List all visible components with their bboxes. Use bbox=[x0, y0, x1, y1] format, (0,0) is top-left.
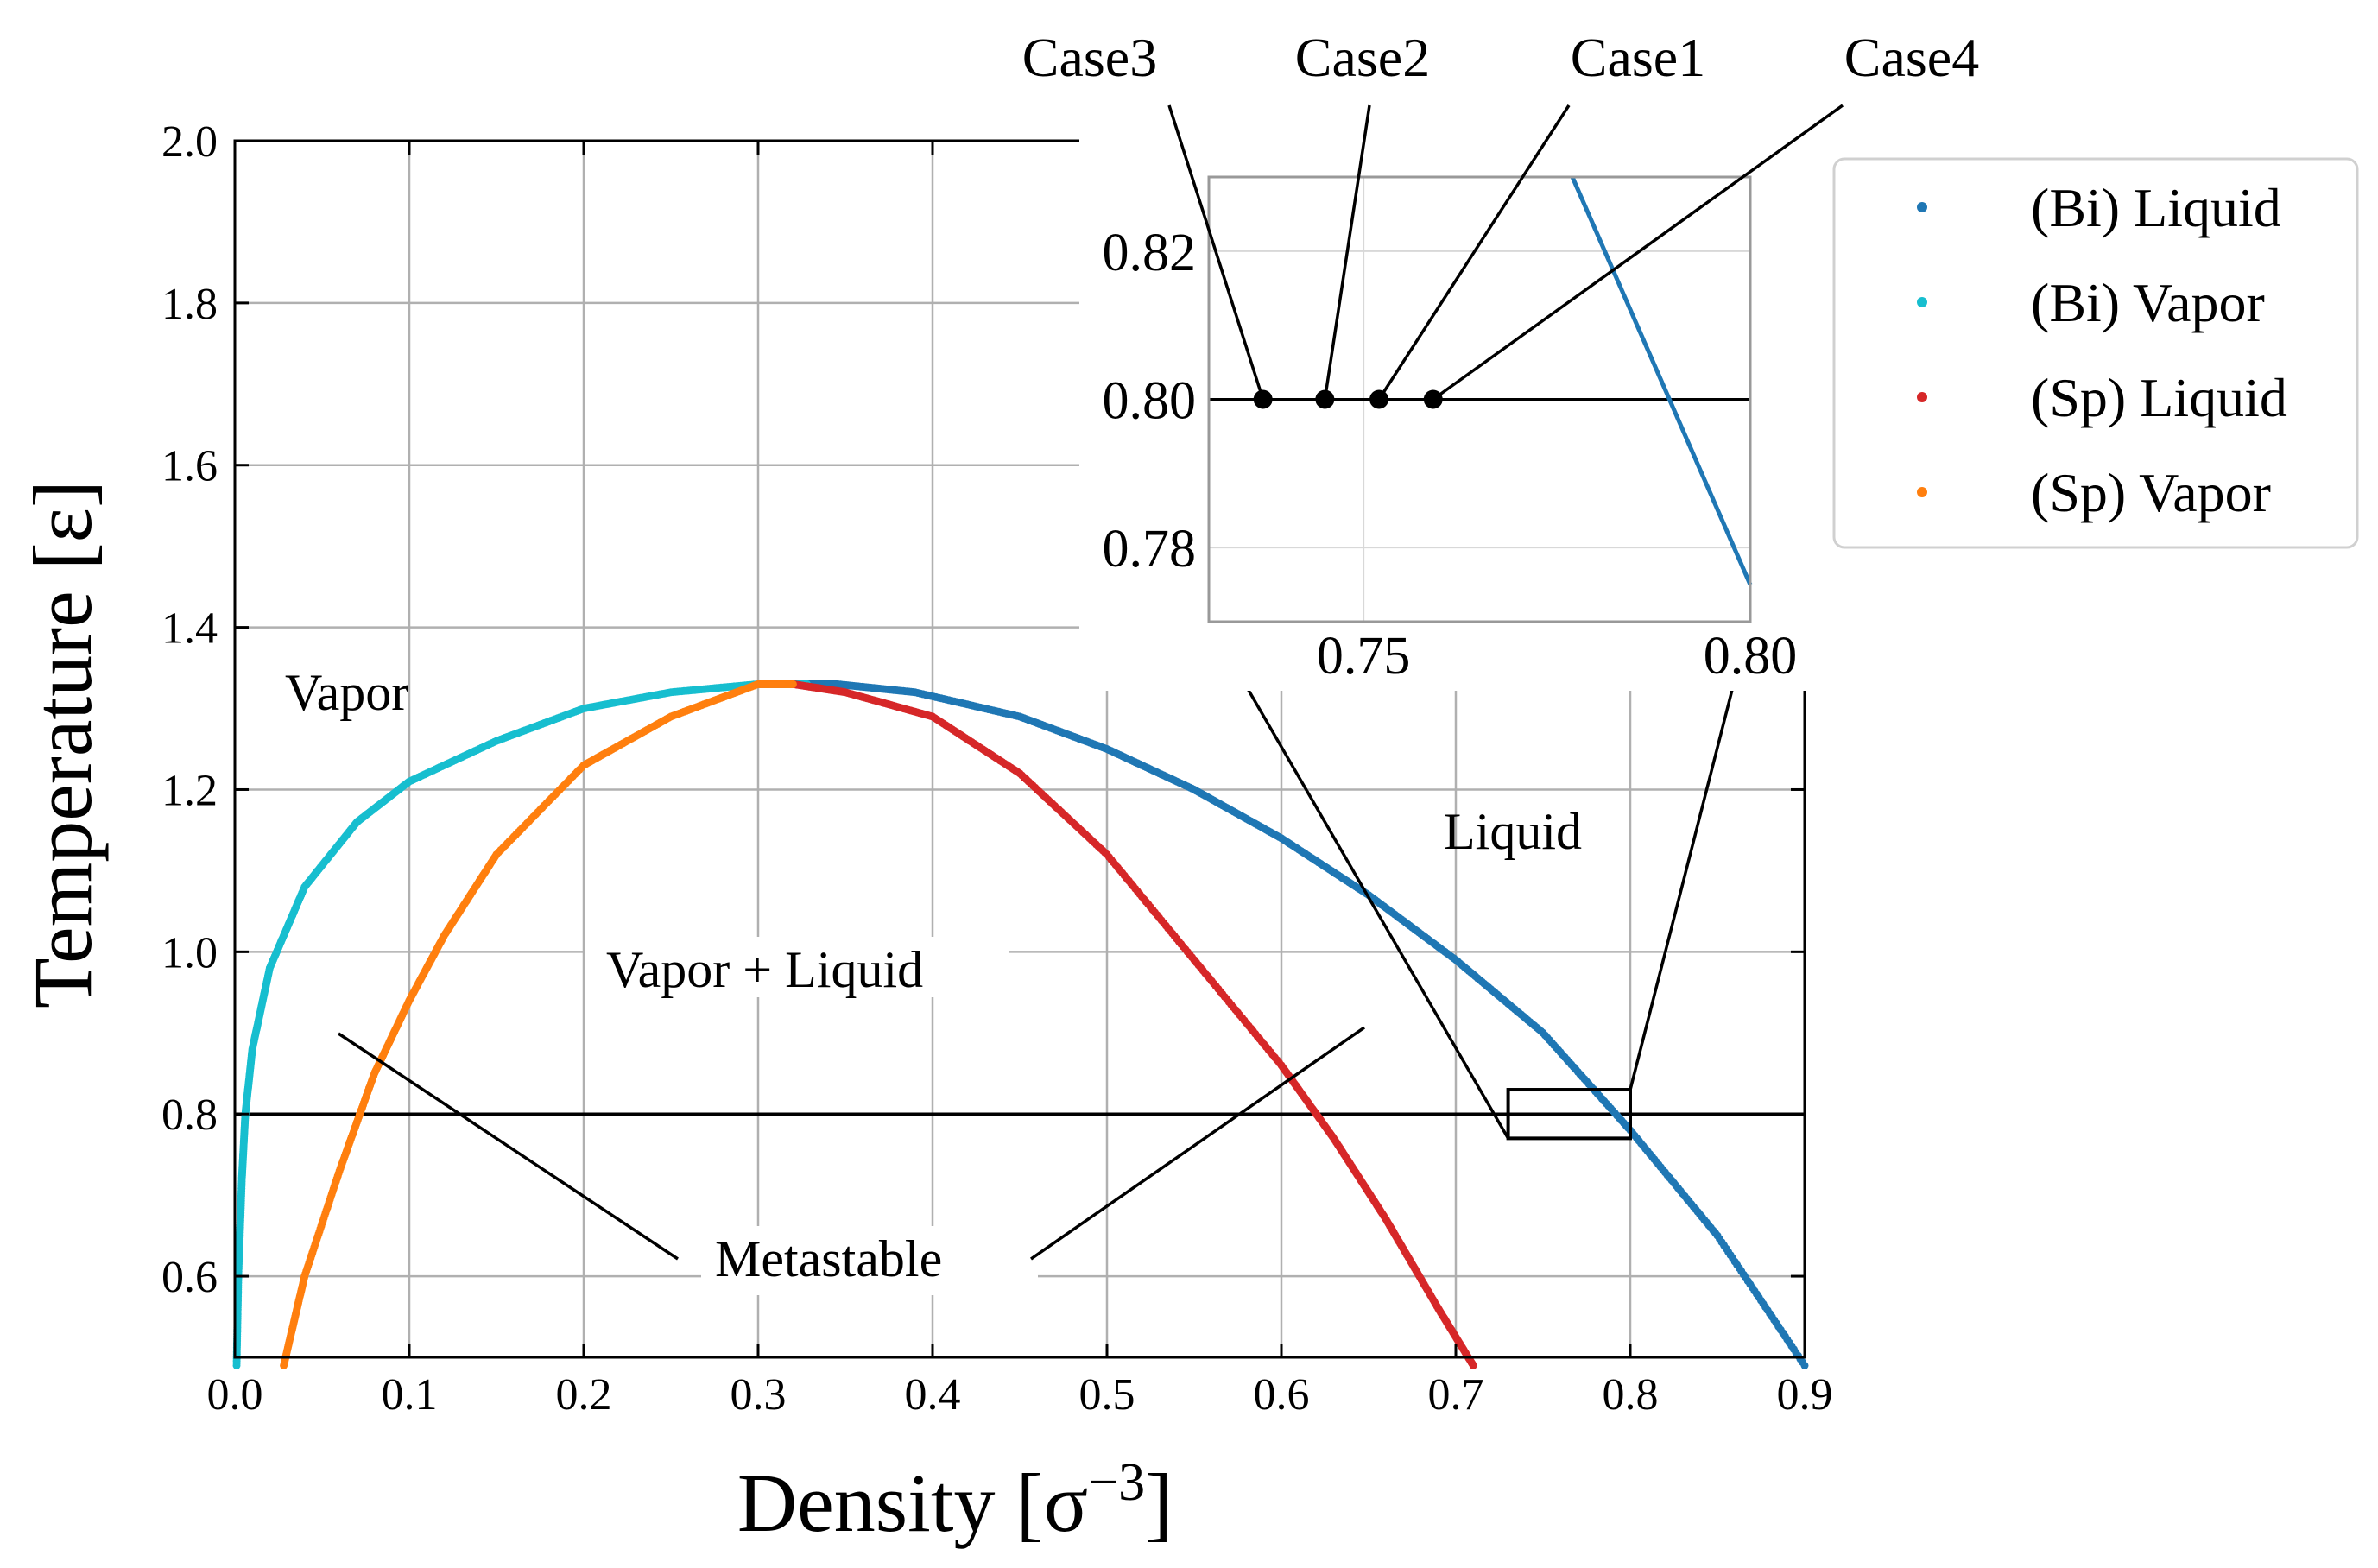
x-tick-label: 0.3 bbox=[730, 1370, 787, 1419]
legend: (Bi) Liquid (Bi) Vapor (Sp) Liquid (Sp) Vap… bbox=[1917, 177, 2287, 523]
zoom-connector-lines bbox=[1207, 621, 1735, 1140]
x-tick-label: 0.8 bbox=[1603, 1370, 1659, 1419]
case-pointer-lines bbox=[1167, 104, 1844, 401]
inset-xtick-labels: 0.75 0.80 bbox=[1317, 627, 1797, 686]
y-tick-label: 1.2 bbox=[161, 766, 218, 815]
zoom-connector-right bbox=[1629, 686, 1735, 1091]
zoom-connector-left bbox=[1207, 621, 1510, 1140]
legend-label: (Bi) Liquid bbox=[2031, 177, 2281, 238]
data-point bbox=[1469, 1361, 1477, 1369]
main-series-points bbox=[232, 680, 1809, 1369]
x-tick-label: 0.4 bbox=[905, 1370, 961, 1419]
metastable-pointer-left bbox=[338, 1032, 679, 1261]
y-tick-label: 1.0 bbox=[161, 928, 218, 977]
y-tick-label: 1.8 bbox=[161, 280, 218, 329]
case-label: Case2 bbox=[1295, 27, 1430, 88]
case-labels: Case3 Case2 Case1 Case4 bbox=[1022, 27, 1979, 88]
series-bi-vapor bbox=[232, 680, 812, 1369]
legend-marker bbox=[1917, 297, 1927, 307]
y-axis-label: Temperature [ε] bbox=[16, 480, 109, 1008]
data-point bbox=[788, 680, 797, 688]
annotation-metastable: Metastable bbox=[715, 1230, 942, 1287]
inset-plot-frame bbox=[1207, 175, 1752, 623]
main-xtick-labels: 0.0 0.1 0.2 0.3 0.4 0.5 0.6 0.7 0.8 0.9 bbox=[207, 1370, 1833, 1419]
inset-x-tick-label: 0.75 bbox=[1317, 627, 1411, 686]
legend-marker bbox=[1917, 487, 1927, 497]
zoom-box bbox=[1506, 1088, 1632, 1141]
annotation-metastable-bg bbox=[701, 1226, 1038, 1295]
case-point bbox=[1253, 389, 1273, 409]
annotation-vapor-liquid: Vapor + Liquid bbox=[606, 941, 923, 998]
legend-marker bbox=[1917, 392, 1927, 402]
series-sp-vapor bbox=[280, 680, 797, 1369]
case-point bbox=[1369, 389, 1389, 409]
x-tick-label: 0.2 bbox=[556, 1370, 612, 1419]
metastable-pointer-right bbox=[1030, 1026, 1365, 1261]
legend-label: (Sp) Vapor bbox=[2031, 462, 2271, 523]
case-label: Case4 bbox=[1844, 27, 1979, 88]
case-pointer-line bbox=[1167, 104, 1265, 401]
y-tick-label: 1.6 bbox=[161, 442, 218, 491]
x-tick-label: 0.0 bbox=[207, 1370, 263, 1419]
case-label: Case1 bbox=[1571, 27, 1705, 88]
annotation-vapor-liquid-bg bbox=[585, 937, 1009, 997]
legend-marker bbox=[1917, 202, 1927, 212]
inset-background bbox=[1079, 138, 1822, 691]
case-pointer-line bbox=[1432, 104, 1844, 401]
inset-y-tick-label: 0.82 bbox=[1103, 224, 1197, 282]
legend-box bbox=[1832, 157, 2359, 549]
y-tick-label: 0.8 bbox=[161, 1091, 218, 1140]
x-tick-label: 0.6 bbox=[1254, 1370, 1310, 1419]
metastable-pointer-lines bbox=[338, 1026, 1365, 1261]
inset-x-tick-label: 0.80 bbox=[1704, 627, 1798, 686]
y-tick-label: 1.4 bbox=[161, 604, 218, 654]
y-tick-label: 2.0 bbox=[161, 117, 218, 167]
inset-y-tick-label: 0.80 bbox=[1103, 372, 1197, 431]
main-ytick-labels: 0.6 0.8 1.0 1.2 1.4 1.6 1.8 2.0 bbox=[161, 117, 218, 1302]
case-pointer-line bbox=[1377, 104, 1571, 401]
main-plot-frame bbox=[233, 139, 1806, 1359]
x-tick-label: 0.7 bbox=[1428, 1370, 1484, 1419]
inset-y-tick-label: 0.78 bbox=[1103, 520, 1197, 579]
legend-label: (Sp) Liquid bbox=[2031, 367, 2287, 428]
inset-ytick-labels: 0.78 0.80 0.82 bbox=[1103, 224, 1197, 579]
inset-lines bbox=[1209, 176, 1753, 586]
inset-series-line bbox=[1570, 176, 1753, 586]
legend-label: (Bi) Vapor bbox=[2031, 272, 2265, 333]
annotation-liquid: Liquid bbox=[1444, 803, 1582, 860]
case-points bbox=[1253, 389, 1443, 409]
y-tick-label: 0.6 bbox=[161, 1253, 218, 1302]
case-label: Case3 bbox=[1022, 27, 1157, 88]
case-pointer-line bbox=[1323, 104, 1371, 400]
annotation-vapor: Vapor bbox=[285, 664, 408, 721]
data-point bbox=[1800, 1361, 1809, 1369]
x-tick-label: 0.1 bbox=[382, 1370, 438, 1419]
x-axis-label: Density [σ−3] bbox=[737, 1453, 1173, 1549]
x-tick-label: 0.5 bbox=[1079, 1370, 1135, 1419]
case-point bbox=[1423, 389, 1443, 409]
case-point bbox=[1315, 389, 1335, 409]
x-tick-label: 0.9 bbox=[1777, 1370, 1833, 1419]
